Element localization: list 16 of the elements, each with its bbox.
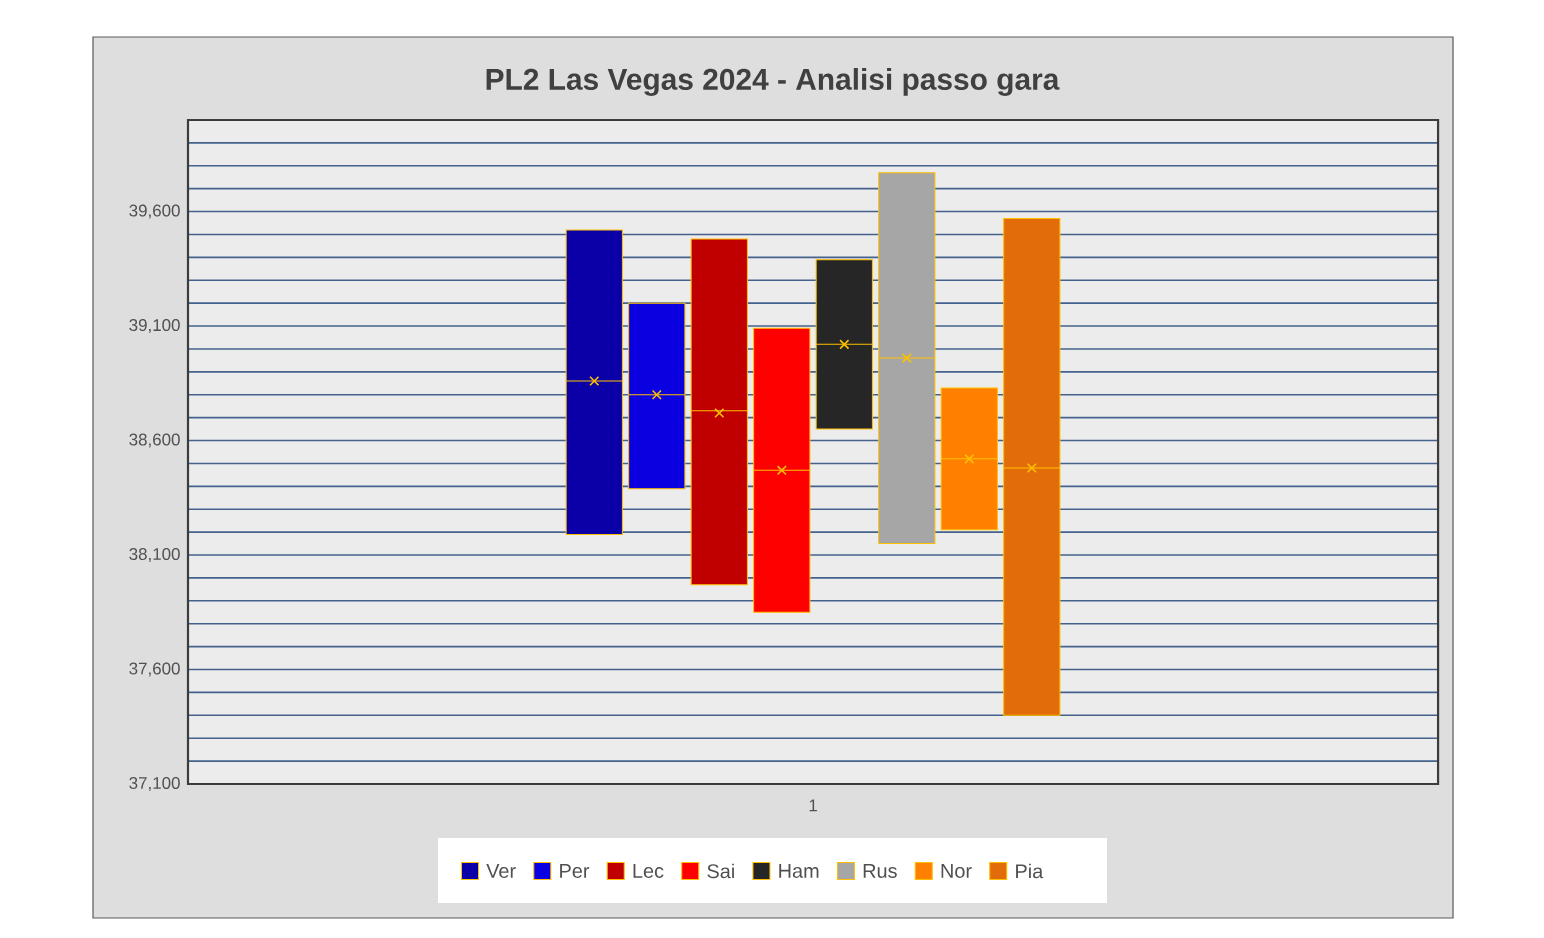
x-tick-label: 1 — [809, 799, 817, 812]
y-tick-label: 38,100 — [129, 548, 180, 563]
legend-label: Ham — [779, 864, 819, 878]
legend-label: Per — [560, 864, 590, 878]
legend-label: Nor — [941, 864, 972, 878]
legend-label: Rus — [863, 864, 897, 878]
legend-label: Pia — [1016, 863, 1044, 879]
legend-label: Sai — [707, 863, 734, 879]
y-tick-label: 37,600 — [129, 662, 180, 677]
y-tick-label: 38,600 — [129, 433, 180, 448]
y-tick-label: 39,100 — [129, 319, 180, 334]
y-tick-label: 37,100 — [129, 777, 180, 791]
legend-label: Lec — [633, 864, 664, 878]
legend-label: Ver — [486, 864, 516, 878]
chart-title: PL2 Las Vegas 2024 - Analisi passo gara — [486, 68, 1060, 96]
y-tick-label: 39,600 — [129, 204, 180, 219]
